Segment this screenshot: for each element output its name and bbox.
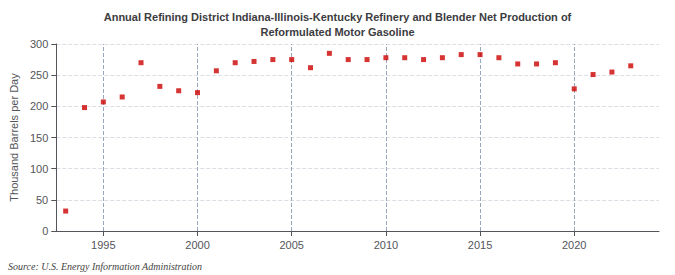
svg-text:Annual Refining District India: Annual Refining District Indiana-Illinoi…	[104, 11, 572, 23]
svg-text:300: 300	[30, 38, 48, 50]
svg-text:250: 250	[30, 69, 48, 81]
svg-text:Source: U.S. Energy Informatio: Source: U.S. Energy Information Administ…	[8, 261, 202, 272]
svg-text:Thousand Barrels per Day: Thousand Barrels per Day	[8, 73, 20, 202]
svg-text:0: 0	[42, 225, 48, 237]
svg-text:150: 150	[30, 132, 48, 144]
svg-text:Reformulated Motor Gasoline: Reformulated Motor Gasoline	[260, 26, 414, 38]
svg-text:2000: 2000	[185, 239, 209, 251]
svg-text:2010: 2010	[374, 239, 398, 251]
svg-text:100: 100	[30, 163, 48, 175]
svg-text:2015: 2015	[468, 239, 492, 251]
svg-text:200: 200	[30, 100, 48, 112]
svg-text:1995: 1995	[91, 239, 115, 251]
svg-text:2020: 2020	[562, 239, 586, 251]
svg-text:2005: 2005	[279, 239, 303, 251]
svg-text:50: 50	[36, 194, 48, 206]
